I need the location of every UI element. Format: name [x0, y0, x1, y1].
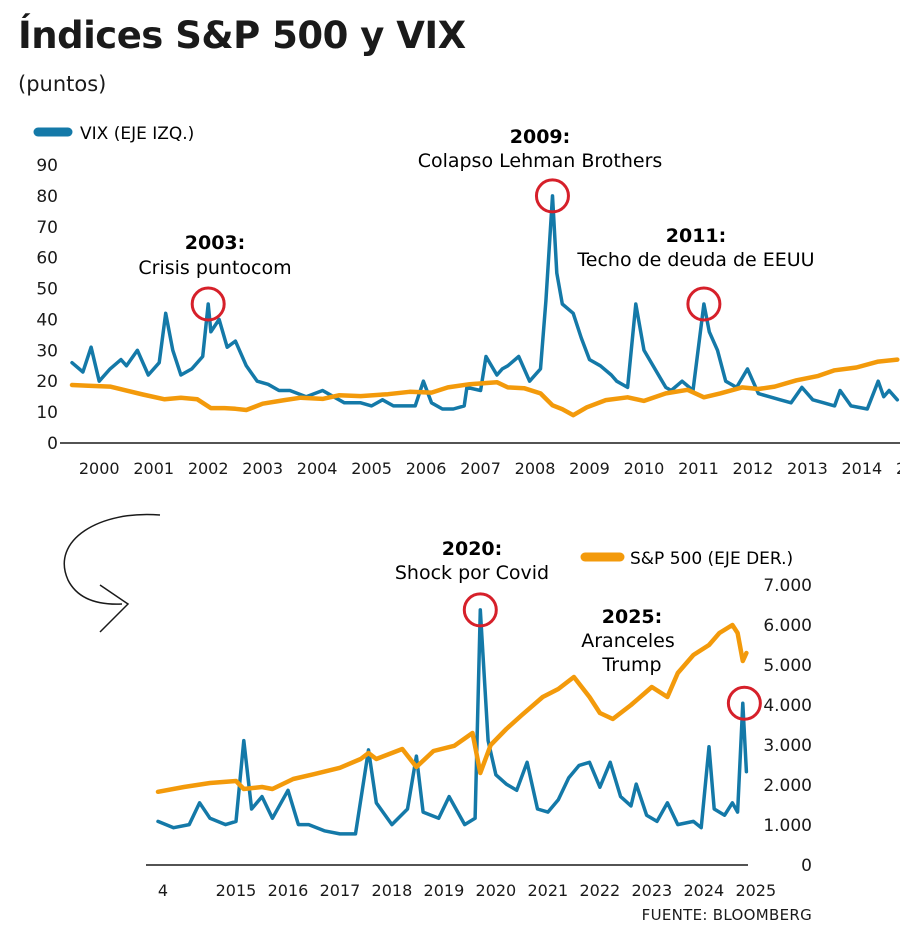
x-tick-label: 2019 — [424, 881, 465, 900]
annotation-2003-text: Crisis puntocom — [138, 257, 291, 279]
x-tick-label: 2025 — [735, 881, 776, 900]
annotation-2011-year: 2011: — [666, 225, 726, 247]
x-tick-label: 2015 — [216, 881, 257, 900]
chart-subtitle: (puntos) — [18, 72, 107, 96]
y-tick-label-left: 60 — [36, 249, 58, 269]
y-tick-label-left: 50 — [36, 280, 58, 300]
x-tick-label: 2020 — [476, 881, 517, 900]
annotation-2025-year: 2025: — [602, 606, 662, 628]
x-tick-label: 2010 — [624, 459, 665, 478]
vix-line — [70, 194, 900, 411]
x-tick-label: 2024 — [683, 881, 724, 900]
y-tick-label-right: 2.000 — [763, 776, 812, 796]
x-tick-label: 2014 — [842, 459, 883, 478]
x-tick-label: 2023 — [631, 881, 672, 900]
x-tick-label: 2009 — [569, 459, 610, 478]
source-note: FUENTE: BLOOMBERG — [641, 906, 812, 924]
x-tick-label: 2013 — [787, 459, 828, 478]
y-tick-label-left: 70 — [36, 218, 58, 238]
vix-line — [156, 608, 749, 836]
annotation-2025-text: Aranceles — [581, 630, 675, 652]
y-tick-label-left: 90 — [36, 156, 58, 176]
y-tick-label-right: 3.000 — [763, 736, 812, 756]
x-tick-label: 2022 — [579, 881, 620, 900]
annotation-2020-text: Shock por Covid — [395, 562, 549, 584]
x-tick-label: 2000 — [79, 459, 120, 478]
legend-vix-label: VIX (EJE IZQ.) — [80, 124, 194, 144]
legend-sp500: S&P 500 (EJE DER.) — [580, 549, 793, 569]
x-tick-label: 2015 — [896, 459, 900, 478]
y-tick-label-left: 10 — [36, 403, 58, 423]
y-tick-label-right: 6.000 — [763, 616, 812, 636]
annotation-2020: 2020: Shock por Covid — [395, 538, 549, 584]
x-tick-label: 2002 — [188, 459, 229, 478]
x-tick-label: 2004 — [297, 459, 338, 478]
annotation-2009-year: 2009: — [510, 126, 570, 148]
x-tick-label: 2016 — [268, 881, 309, 900]
y-tick-label-left: 20 — [36, 372, 58, 392]
x-tick-label: 2011 — [678, 459, 719, 478]
continuation-arrow-icon — [63, 513, 161, 633]
x-tick-label: 2003 — [242, 459, 283, 478]
legend-vix: VIX (EJE IZQ.) — [33, 124, 194, 144]
y-tick-label-left: 40 — [36, 310, 58, 330]
y-tick-label-left: 0 — [47, 434, 58, 454]
x-tick-label: 4 — [158, 881, 168, 900]
highlight-circle — [190, 286, 226, 322]
annotation-2009: 2009: Colapso Lehman Brothers — [418, 126, 663, 172]
y-tick-label-left: 80 — [36, 187, 58, 207]
legend-sp500-label: S&P 500 (EJE DER.) — [630, 549, 793, 569]
x-tick-label: 2021 — [528, 881, 569, 900]
x-tick-label: 2006 — [406, 459, 447, 478]
sp500-line — [69, 357, 900, 418]
chart-canvas: VIX (EJE IZQ.) S&P 500 (EJE DER.) 2003: … — [33, 124, 900, 900]
y-tick-label-right: 5.000 — [763, 656, 812, 676]
y-tick-label-left: 30 — [36, 341, 58, 361]
annotation-2020-year: 2020: — [442, 538, 502, 560]
highlight-circle — [462, 592, 498, 628]
annotation-2025-text2: Trump — [601, 654, 661, 676]
y-tick-label-right: 7.000 — [763, 576, 812, 596]
y-tick-label-right: 1.000 — [763, 816, 812, 836]
annotation-2003-year: 2003: — [185, 232, 245, 254]
y-tick-label-right: 4.000 — [763, 696, 812, 716]
highlight-circle — [726, 685, 762, 721]
x-tick-label: 2017 — [320, 881, 361, 900]
chart-title: Índices S&P 500 y VIX — [18, 14, 466, 57]
sp500-line — [155, 622, 749, 795]
highlight-circle — [534, 178, 570, 214]
highlight-circle — [686, 286, 722, 322]
x-tick-label: 2018 — [372, 881, 413, 900]
annotation-2011: 2011: Techo de deuda de EEUU — [576, 225, 814, 271]
annotation-2011-text: Techo de deuda de EEUU — [576, 249, 814, 271]
annotation-2003: 2003: Crisis puntocom — [138, 232, 291, 279]
panel-top: 2000 2001 2002 2003 2004 2005 2006 2007 2008 2009… — [36, 156, 900, 478]
x-tick-label: 2008 — [515, 459, 556, 478]
x-tick-label: 2001 — [133, 459, 174, 478]
annotation-2025: 2025: Aranceles Trump — [581, 606, 675, 676]
panel-bottom: 4 2015 2016 2017 2018 2019 2020 2021 2022 2023 202… — [146, 576, 812, 900]
y-tick-label-right: 0 — [801, 856, 812, 876]
x-tick-label: 2005 — [351, 459, 392, 478]
x-tick-label: 2012 — [733, 459, 774, 478]
annotation-2009-text: Colapso Lehman Brothers — [418, 150, 663, 172]
x-tick-label: 2007 — [460, 459, 501, 478]
